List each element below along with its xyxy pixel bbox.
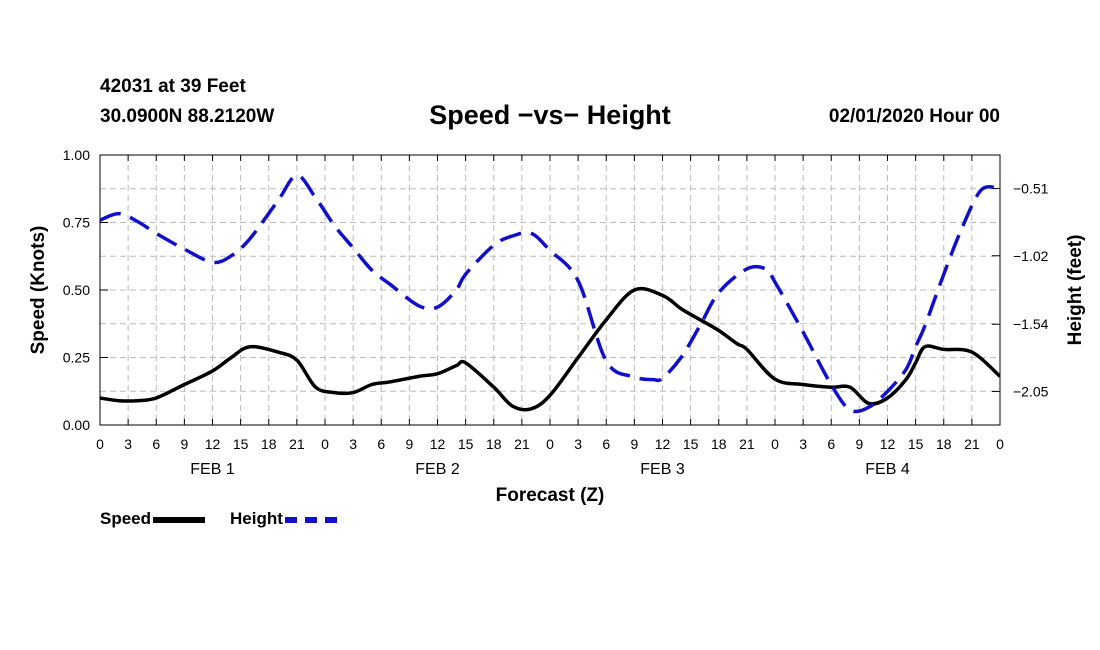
y2-tick-label: −1.54 [1013,316,1049,332]
day-label: FEB 3 [640,461,685,478]
x-tick-label: 9 [180,436,188,452]
x-tick-label: 12 [655,436,671,452]
y-tick-label: 0.75 [63,215,90,231]
legend-speed: Speed [100,509,206,529]
x-tick-label: 3 [799,436,807,452]
station-label: 42031 at 39 Feet [100,76,246,97]
day-label: FEB 4 [865,461,910,478]
x-tick-label: 21 [289,436,305,452]
legend-height-swatch [284,517,337,523]
y-tick-label: 0.00 [63,417,90,433]
x-tick-label: 21 [964,436,980,452]
x-tick-label: 0 [996,436,1004,452]
x-tick-label: 21 [739,436,755,452]
x-tick-label: 18 [486,436,502,452]
y-axis-title: Speed (Knots) [28,226,49,355]
x-tick-label: 15 [683,436,699,452]
series-line-height [100,173,1000,414]
y-tick-label: 0.50 [63,282,90,298]
y2-tick-label: −2.05 [1013,383,1049,399]
x-tick-label: 6 [152,436,160,452]
legend-height: Height [230,509,337,529]
x-tick-label: 12 [880,436,896,452]
x-tick-label: 12 [205,436,221,452]
x-tick-label: 0 [771,436,779,452]
y-tick-label: 0.25 [63,350,90,366]
x-tick-label: 15 [908,436,924,452]
day-label: FEB 2 [415,461,460,478]
x-tick-label: 9 [405,436,413,452]
x-tick-label: 15 [458,436,474,452]
legend-speed-swatch [153,517,206,523]
series-line-speed [100,286,1000,412]
x-tick-label: 12 [430,436,446,452]
legend-height-label: Height [230,509,283,528]
y2-tick-label: −1.02 [1013,248,1049,264]
y-tick-label: 1.00 [63,147,90,163]
x-tick-label: 15 [233,436,249,452]
x-tick-label: 18 [711,436,727,452]
x-tick-label: 3 [574,436,582,452]
chart-title: Speed −vs− Height [429,100,671,130]
x-tick-label: 21 [514,436,530,452]
forecast-date-label: 02/01/2020 Hour 00 [828,106,1000,127]
y2-tick-label: −0.51 [1013,181,1049,197]
day-label: FEB 1 [190,461,235,478]
x-tick-label: 0 [321,436,329,452]
x-tick-label: 6 [827,436,835,452]
x-tick-label: 6 [377,436,385,452]
x-tick-label: 3 [124,436,132,452]
x-tick-label: 0 [546,436,554,452]
coordinates-label: 30.0900N 88.2120W [100,106,275,127]
x-tick-label: 18 [261,436,277,452]
x-tick-label: 3 [349,436,357,452]
x-tick-label: 0 [96,436,104,452]
legend-speed-label: Speed [100,509,152,528]
y2-axis-title: Height (feet) [1065,235,1086,346]
x-tick-label: 6 [602,436,610,452]
x-axis-title: Forecast (Z) [496,485,605,506]
x-tick-label: 9 [855,436,863,452]
x-tick-label: 18 [936,436,952,452]
x-tick-label: 9 [630,436,638,452]
